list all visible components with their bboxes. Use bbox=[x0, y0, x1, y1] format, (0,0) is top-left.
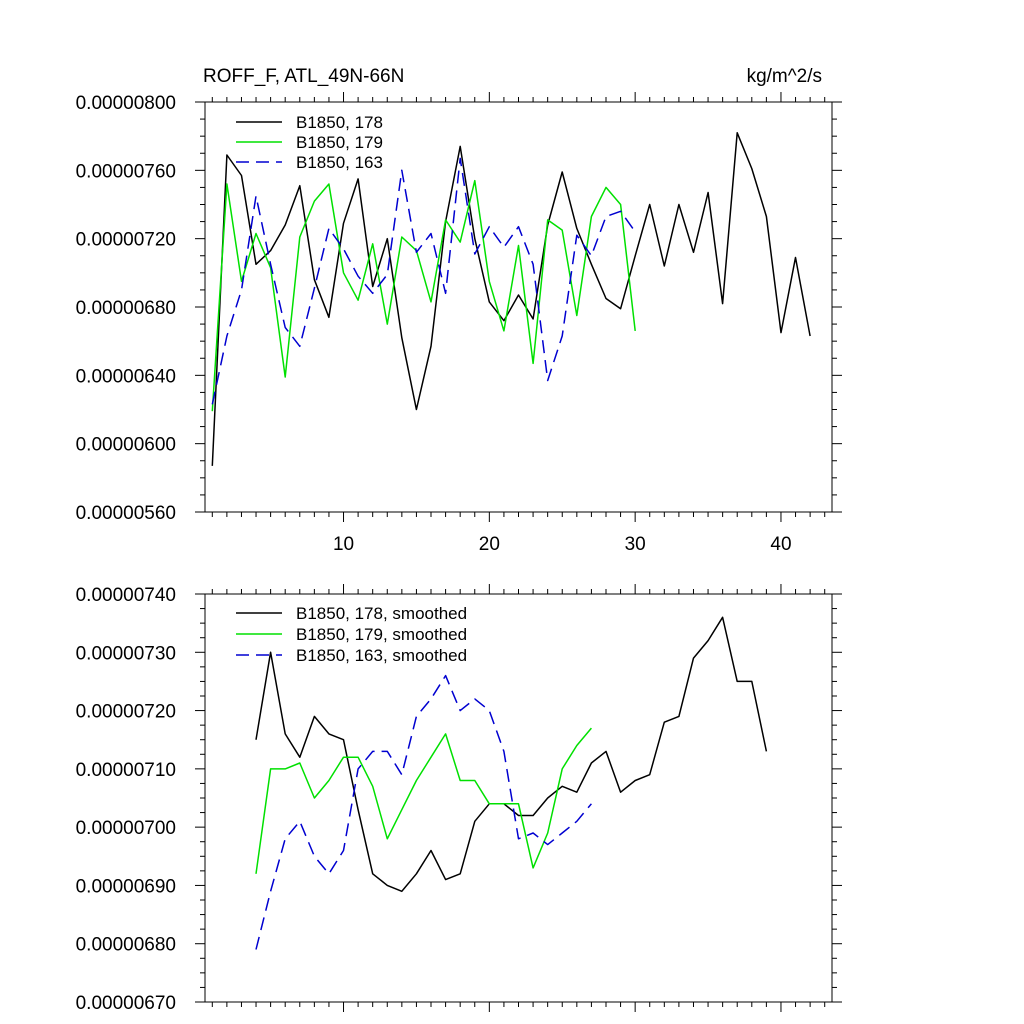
bottom-panel: 0.00000670 0.00000680 0.00000690 0.00000700… bbox=[76, 584, 842, 1014]
y-tick-label: 0.00000740 bbox=[76, 585, 176, 606]
y-tick-label: 0.00000640 bbox=[76, 366, 176, 387]
top-panel: 10 20 30 40 0.00000560 0.00000600 0.00000640 0.… bbox=[76, 92, 842, 555]
y-tick-label: 0.00000720 bbox=[76, 702, 176, 723]
series-line-178 bbox=[211, 132, 811, 466]
series-line-163 bbox=[211, 157, 636, 405]
y-tick-label: 0.00000760 bbox=[76, 161, 176, 182]
legend-label: B1850, 163, smoothed bbox=[296, 646, 467, 665]
y-tick-label: 0.00000690 bbox=[76, 876, 176, 897]
series-line-179 bbox=[211, 179, 636, 412]
y-tick-label: 0.00000720 bbox=[76, 230, 176, 251]
x-tick-label: 20 bbox=[479, 534, 500, 555]
legend-label: B1850, 178 bbox=[296, 113, 383, 132]
y-tick-label: 0.00000700 bbox=[76, 818, 176, 839]
plot-title: ROFF_F, ATL_49N-66N bbox=[203, 66, 404, 87]
series-line-178 bbox=[255, 616, 768, 893]
x-tick-label: 30 bbox=[625, 534, 646, 555]
y-tick-label: 0.00000670 bbox=[76, 993, 176, 1014]
y-tick-label: 0.00000730 bbox=[76, 643, 176, 664]
y-tick-label: 0.00000600 bbox=[76, 435, 176, 456]
legend-label: B1850, 163 bbox=[296, 153, 383, 172]
x-tick-label: 10 bbox=[333, 534, 354, 555]
y-tick-label: 0.00000710 bbox=[76, 760, 176, 781]
legend-label: B1850, 178, smoothed bbox=[296, 604, 467, 623]
legend-label: B1850, 179 bbox=[296, 133, 383, 152]
y-tick-label: 0.00000680 bbox=[76, 298, 176, 319]
y-tick-label: 0.00000560 bbox=[76, 503, 176, 524]
units-label: kg/m^2/s bbox=[747, 66, 822, 87]
y-tick-label: 0.00000800 bbox=[76, 93, 176, 114]
series-line-163 bbox=[255, 674, 592, 950]
legend-label: B1850, 179, smoothed bbox=[296, 625, 467, 644]
series-line-179 bbox=[255, 727, 592, 874]
x-tick-label: 40 bbox=[770, 534, 791, 555]
y-tick-label: 0.00000680 bbox=[76, 935, 176, 956]
